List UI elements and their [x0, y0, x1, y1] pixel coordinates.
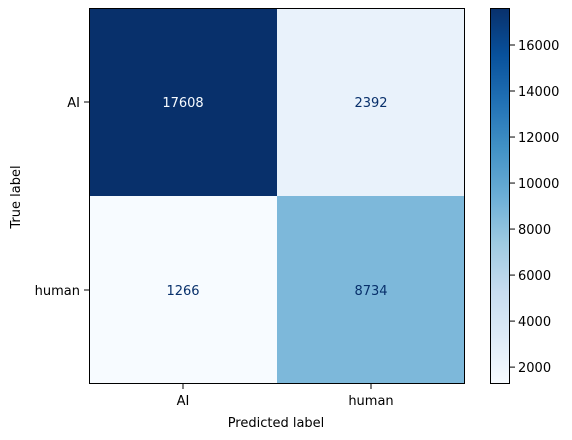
y-tick-label: human: [35, 284, 80, 299]
cell-value-label: 1266: [166, 284, 199, 299]
colorbar: 2000 4000 6000 8000 10000 12000 14000 16000: [490, 8, 559, 384]
cell-value-label: 8734: [354, 284, 387, 299]
colorbar-tick-label: 6000: [518, 269, 551, 284]
x-tick-label: AI: [177, 394, 190, 409]
cell-human-human: [277, 196, 465, 384]
plot-frame: [89, 8, 465, 384]
cell-value-label: 17608: [162, 96, 203, 111]
colorbar-tick-label: 8000: [518, 223, 551, 238]
colorbar-frame: [490, 8, 510, 384]
colorbar-tick-label: 12000: [518, 131, 559, 146]
colorbar-tick-label: 4000: [518, 315, 551, 330]
y-tick-label: AI: [67, 96, 80, 111]
colorbar-tick-label: 2000: [518, 361, 551, 376]
cell-ai-ai: [89, 8, 277, 196]
colorbar-tick-label: 16000: [518, 39, 559, 54]
x-tick-label: human: [348, 394, 393, 409]
colorbar-tick-label: 14000: [518, 85, 559, 100]
plot-area: 17608 2392 1266 8734 AI human AI human: [35, 8, 465, 409]
cell-value-label: 2392: [354, 96, 387, 111]
cell-human-ai: [89, 196, 277, 384]
x-axis-title: Predicted label: [228, 416, 325, 431]
colorbar-gradient: [490, 8, 510, 384]
cell-ai-human: [277, 8, 465, 196]
colorbar-tick-label: 10000: [518, 177, 559, 192]
y-axis-title: True label: [9, 165, 24, 229]
